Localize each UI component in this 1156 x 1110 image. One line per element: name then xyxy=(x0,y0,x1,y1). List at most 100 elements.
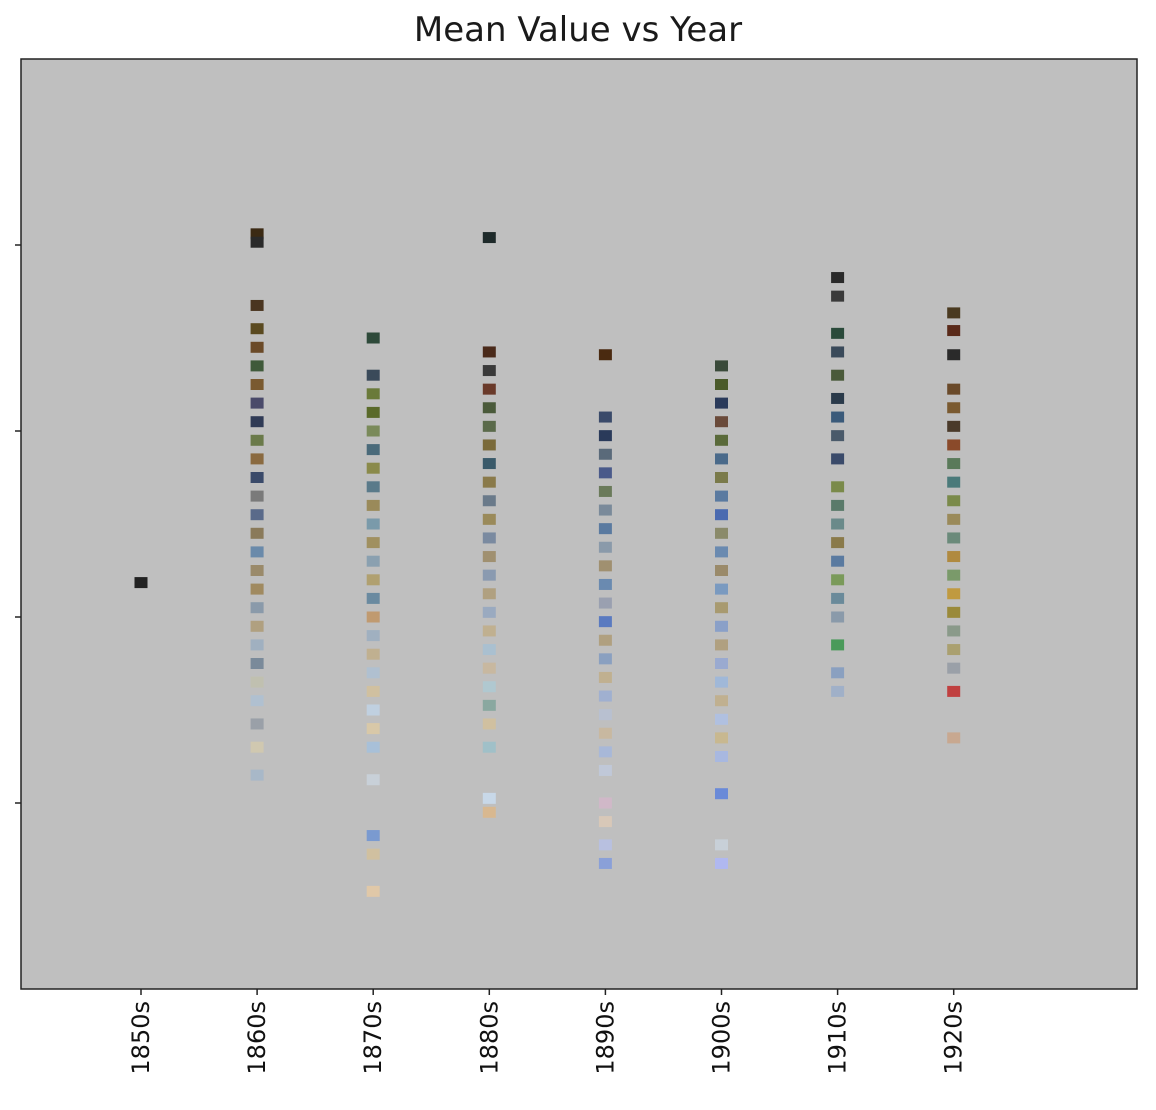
point-1860s-2 xyxy=(250,299,264,311)
point-1880s-10 xyxy=(482,513,496,525)
x-tick-label-1920s: 1920s xyxy=(940,1001,968,1075)
point-1890s-9 xyxy=(598,560,612,572)
point-1860s-17 xyxy=(250,583,264,595)
x-tick-label-1900s: 1900s xyxy=(708,1001,736,1075)
point-1860s-16 xyxy=(250,565,264,576)
point-1870s-24 xyxy=(366,848,380,860)
x-tick-label-1850s: 1850s xyxy=(127,1001,155,1075)
point-1860s-12 xyxy=(250,490,264,502)
point-1860s-20 xyxy=(250,639,264,651)
point-1870s-1 xyxy=(366,369,380,381)
point-1900s-0 xyxy=(715,360,728,372)
point-1890s-8 xyxy=(598,541,612,553)
point-1880s-5 xyxy=(482,420,496,432)
point-1920s-2 xyxy=(947,349,961,361)
point-1910s-19 xyxy=(831,685,845,697)
point-1900s-12 xyxy=(715,583,728,595)
point-1880s-7 xyxy=(482,458,496,470)
point-1860s-24 xyxy=(250,718,264,730)
point-1870s-12 xyxy=(366,574,380,586)
point-1910s-5 xyxy=(831,392,845,404)
point-1920s-8 xyxy=(947,476,961,488)
point-1900s-2 xyxy=(715,397,728,409)
point-1870s-10 xyxy=(366,537,380,549)
point-1920s-17 xyxy=(947,644,961,656)
point-1870s-6 xyxy=(366,462,380,474)
point-1900s-10 xyxy=(715,546,728,558)
point-1900s-11 xyxy=(715,565,728,576)
point-1880s-12 xyxy=(482,551,496,563)
point-1890s-5 xyxy=(598,485,612,497)
point-1860s-15 xyxy=(250,546,264,558)
point-1870s-21 xyxy=(366,741,380,753)
point-1860s-25 xyxy=(250,741,264,753)
point-1870s-5 xyxy=(366,444,380,456)
point-1910s-4 xyxy=(831,369,845,381)
point-1860s-4 xyxy=(250,341,264,353)
point-1900s-18 xyxy=(715,695,728,707)
point-1860s-23 xyxy=(250,695,264,707)
point-1870s-20 xyxy=(366,723,380,735)
point-1880s-22 xyxy=(482,741,496,753)
point-1900s-21 xyxy=(715,751,728,762)
point-1890s-11 xyxy=(598,597,612,609)
point-1860s-5 xyxy=(250,360,264,372)
point-1880s-11 xyxy=(482,532,496,544)
point-1920s-9 xyxy=(947,495,961,507)
point-1880s-2 xyxy=(482,365,496,377)
point-1910s-12 xyxy=(831,537,845,549)
point-1880s-14 xyxy=(482,588,496,600)
point-1900s-17 xyxy=(715,676,728,688)
point-1870s-7 xyxy=(366,481,380,493)
point-1870s-11 xyxy=(366,555,380,567)
point-1900s-8 xyxy=(715,509,728,521)
point-1880s-3 xyxy=(482,383,496,395)
point-1900s-15 xyxy=(715,639,728,651)
point-1890s-0 xyxy=(598,349,612,361)
point-1910s-14 xyxy=(831,574,845,586)
point-1870s-23 xyxy=(366,830,380,842)
point-1880s-13 xyxy=(482,569,496,581)
point-1870s-17 xyxy=(366,667,380,679)
point-1870s-0 xyxy=(366,332,380,344)
point-1880s-15 xyxy=(482,606,496,618)
point-1880s-0 xyxy=(482,232,496,244)
point-1910s-9 xyxy=(831,481,845,493)
point-1920s-11 xyxy=(947,532,961,544)
point-1900s-16 xyxy=(715,658,728,669)
point-1870s-14 xyxy=(366,611,380,623)
x-axis-ticks: 1850s 1860s 1870s 1880s 1890s 1900s 1910s 1920s xyxy=(127,989,968,1075)
point-1870s-4 xyxy=(366,425,380,437)
point-1880s-9 xyxy=(482,495,496,507)
point-1850s-0 xyxy=(134,577,148,589)
point-1890s-12 xyxy=(598,616,612,628)
point-1860s-22 xyxy=(250,676,264,688)
point-1870s-18 xyxy=(366,685,380,697)
point-1920s-4 xyxy=(947,402,961,414)
point-1910s-8 xyxy=(831,453,845,465)
point-1860s-7 xyxy=(250,397,264,409)
point-1870s-9 xyxy=(366,518,380,530)
point-1920s-0 xyxy=(947,307,961,319)
point-1910s-16 xyxy=(831,611,845,623)
point-1920s-16 xyxy=(947,625,961,637)
x-tick-label-1880s: 1880s xyxy=(475,1001,503,1075)
point-1920s-5 xyxy=(947,420,961,432)
data-points xyxy=(134,228,961,897)
point-1900s-19 xyxy=(715,713,728,725)
point-1880s-16 xyxy=(482,625,496,637)
point-1860s-18 xyxy=(250,602,264,614)
point-1890s-6 xyxy=(598,504,612,516)
point-1920s-10 xyxy=(947,513,961,525)
point-1900s-5 xyxy=(715,453,728,465)
y-axis-ticks xyxy=(15,244,21,804)
point-1870s-15 xyxy=(366,630,380,642)
point-1880s-20 xyxy=(482,699,496,711)
point-1860s-19 xyxy=(250,620,264,632)
point-1870s-16 xyxy=(366,648,380,660)
point-1920s-14 xyxy=(947,588,961,600)
point-1890s-20 xyxy=(598,764,612,776)
point-1890s-23 xyxy=(598,839,612,851)
point-1860s-0 xyxy=(250,228,264,240)
point-1900s-1 xyxy=(715,379,728,390)
